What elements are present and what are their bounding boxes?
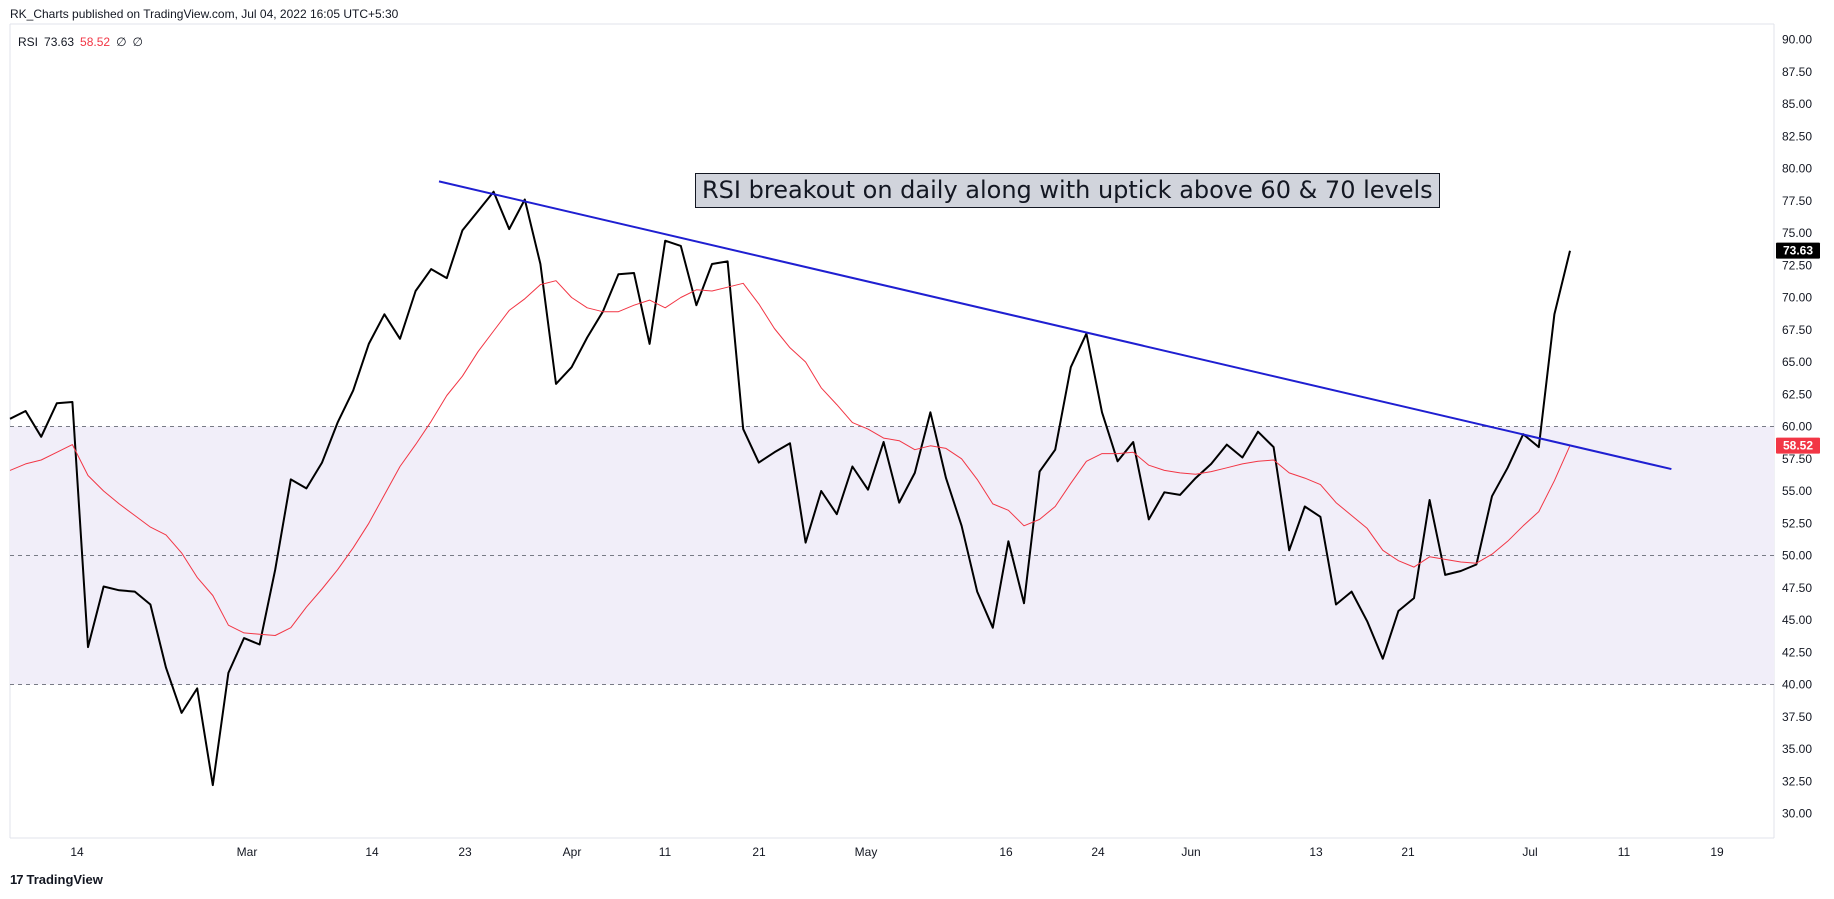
y-tick-label: 75.00 <box>1782 226 1812 240</box>
legend-extra-2: ∅ <box>132 35 143 49</box>
legend-extra-1: ∅ <box>116 35 127 49</box>
rsi-price-label: 73.63 <box>1783 244 1813 258</box>
y-tick-label: 37.50 <box>1782 710 1812 724</box>
x-tick-label: 21 <box>1401 845 1415 859</box>
y-tick-label: 87.50 <box>1782 65 1812 79</box>
y-tick-label: 35.00 <box>1782 742 1812 756</box>
y-tick-label: 50.00 <box>1782 549 1812 563</box>
y-tick-label: 85.00 <box>1782 97 1812 111</box>
x-tick-label: 11 <box>1618 845 1631 859</box>
y-tick-label: 30.00 <box>1782 807 1812 821</box>
y-tick-label: 65.00 <box>1782 355 1812 369</box>
x-tick-label: 21 <box>752 845 766 859</box>
y-tick-label: 82.50 <box>1782 129 1812 143</box>
tradingview-logo-icon: 17 <box>10 872 24 887</box>
y-tick-label: 52.50 <box>1782 516 1812 530</box>
y-tick-label: 57.50 <box>1782 452 1812 466</box>
y-tick-label: 40.00 <box>1782 678 1812 692</box>
x-tick-label: Jul <box>1522 845 1537 859</box>
y-tick-label: 60.00 <box>1782 420 1812 434</box>
y-tick-label: 47.50 <box>1782 581 1812 595</box>
ma-line <box>9 280 1571 636</box>
ma-value: 58.52 <box>80 35 111 49</box>
y-tick-label: 80.00 <box>1782 162 1812 176</box>
y-tick-label: 77.50 <box>1782 194 1812 208</box>
chart-annotation[interactable]: RSI breakout on daily along with uptick … <box>695 173 1440 208</box>
indicator-legend: RSI 73.63 58.52 ∅ ∅ <box>18 35 143 49</box>
x-tick-label: 14 <box>70 845 84 859</box>
x-tick-label: Apr <box>563 845 582 859</box>
ma-price-label: 58.52 <box>1783 439 1813 453</box>
x-tick-label: Jun <box>1181 845 1200 859</box>
x-tick-label: 11 <box>659 845 672 859</box>
x-tick-label: 24 <box>1091 845 1105 859</box>
x-tick-label: 23 <box>458 845 472 859</box>
ma-price-label-bg <box>1776 437 1820 454</box>
y-tick-label: 67.50 <box>1782 323 1812 337</box>
x-tick-label: 16 <box>999 845 1013 859</box>
x-tick-label: 14 <box>365 845 379 859</box>
y-tick-label: 70.00 <box>1782 291 1812 305</box>
rsi-line <box>9 190 1571 787</box>
y-tick-label: 42.50 <box>1782 645 1812 659</box>
x-tick-label: May <box>855 845 878 859</box>
y-tick-label: 72.50 <box>1782 258 1812 272</box>
footer-brand: 17 TradingView <box>10 872 103 887</box>
y-tick-label: 90.00 <box>1782 33 1812 47</box>
y-tick-label: 62.50 <box>1782 387 1812 401</box>
indicator-name: RSI <box>18 35 39 49</box>
trendline <box>438 180 1672 471</box>
y-tick-label: 45.00 <box>1782 613 1812 627</box>
rsi-price-label-bg <box>1776 242 1820 259</box>
y-tick-label: 32.50 <box>1782 774 1812 788</box>
x-tick-label: 19 <box>1710 845 1724 859</box>
x-tick-label: 13 <box>1309 845 1323 859</box>
publisher-line: RK_Charts published on TradingView.com, … <box>10 7 399 21</box>
rsi-value: 73.63 <box>44 35 75 49</box>
x-tick-label: Mar <box>237 845 258 859</box>
y-tick-label: 55.00 <box>1782 484 1812 498</box>
footer-brand-label: TradingView <box>26 872 103 887</box>
